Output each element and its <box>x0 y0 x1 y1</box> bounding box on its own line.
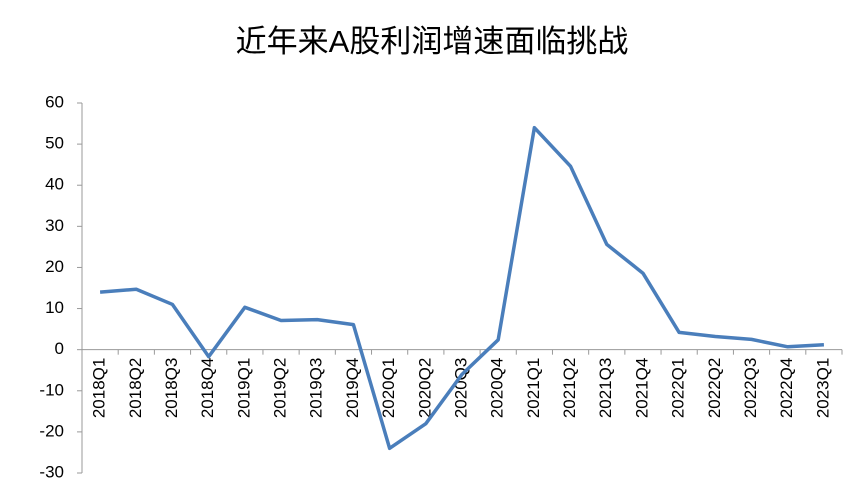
x-tick-label: 2019Q4 <box>343 358 362 419</box>
x-tick-label: 2018Q2 <box>126 358 145 419</box>
y-tick-label: 40 <box>45 175 64 194</box>
x-tick-label: 2022Q3 <box>741 358 760 419</box>
x-tick-label: 2019Q1 <box>234 358 253 419</box>
chart-title: 近年来A股利润增速面临挑战 <box>236 24 629 59</box>
x-tick-label: 2023Q1 <box>813 358 832 419</box>
y-tick-label: 30 <box>45 216 64 235</box>
x-tick-label: 2020Q1 <box>379 358 398 419</box>
x-tick-label: 2018Q3 <box>162 358 181 419</box>
x-tick-label: 2020Q2 <box>415 358 434 419</box>
x-tick-label: 2020Q4 <box>488 358 507 419</box>
y-tick-label: 50 <box>45 134 64 153</box>
x-tick-label: 2022Q4 <box>777 358 796 419</box>
x-tick-label: 2021Q4 <box>632 358 651 419</box>
y-tick-label: 0 <box>55 339 64 358</box>
y-tick-label: 20 <box>45 257 64 276</box>
x-tick-label: 2018Q1 <box>90 358 109 419</box>
y-tick-label: 60 <box>45 92 64 111</box>
y-tick-label: -30 <box>39 462 64 481</box>
x-tick-label: 2021Q1 <box>524 358 543 419</box>
x-tick-label: 2019Q3 <box>307 358 326 419</box>
x-tick-label: 2022Q1 <box>669 358 688 419</box>
x-tick-label: 2021Q3 <box>596 358 615 419</box>
x-tick-label: 2022Q2 <box>705 358 724 419</box>
y-tick-label: 10 <box>45 298 64 317</box>
x-tick-label: 2021Q2 <box>560 358 579 419</box>
data-line <box>99 125 825 451</box>
x-tick-label: 2018Q4 <box>198 358 217 419</box>
x-tick-label: 2019Q2 <box>271 358 290 419</box>
y-tick-label: -10 <box>39 380 64 399</box>
y-tick-label: -20 <box>39 421 64 440</box>
